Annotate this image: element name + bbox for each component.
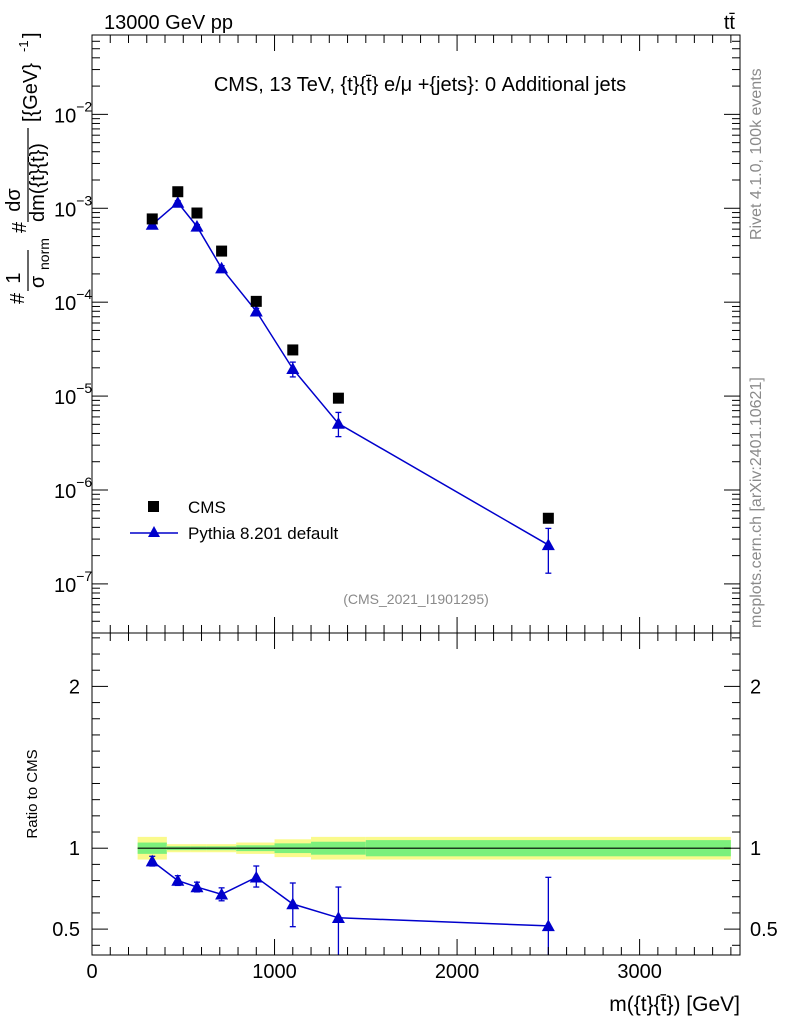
ylabel-dsigma: dσ: [3, 188, 25, 212]
ylabel-norm: norm: [36, 238, 52, 270]
uncertainty-band: [137, 836, 731, 860]
y-tick-exponent: −7: [76, 568, 92, 584]
x-tick-label: 2000: [435, 961, 480, 983]
rivet-label: Rivet 4.1.0, 100k events: [748, 68, 765, 240]
main-y-tick-label: 10−2: [54, 98, 92, 127]
mcplots-label: mcplots.cern.ch [arXiv:2401.10621]: [748, 377, 765, 628]
ylabel-hash1: #: [7, 292, 29, 304]
y-tick-exponent: −5: [76, 380, 92, 396]
main-series: [145, 186, 555, 574]
cms-point: [332, 392, 344, 404]
main-x-ticks: [91, 35, 732, 633]
y-tick-exponent: −6: [76, 474, 92, 490]
header-left: 13000 GeV pp: [104, 12, 233, 34]
main-y-tick-label: 10−3: [54, 192, 92, 221]
ratio-y-tick-labels-right: 0.5 1 2: [750, 676, 778, 941]
ylabel-dm: dm({t}{t̄}): [27, 143, 49, 222]
cms-point: [172, 186, 184, 198]
header-right: tt̄: [724, 12, 736, 34]
legend-marker-cms: [148, 501, 159, 512]
ratio-y-tick-label-right: 2: [750, 676, 761, 698]
pythia-point: [190, 219, 204, 232]
y-tick-base: 10: [54, 387, 76, 409]
legend-label-cms: CMS: [188, 498, 226, 517]
ylabel-sigma: σ: [27, 275, 49, 288]
ylabel-one: 1: [3, 272, 25, 283]
x-tick-label: 0: [86, 961, 97, 983]
pythia-point: [286, 362, 300, 375]
ratio-frame: [91, 632, 741, 956]
y-tick-exponent: −2: [76, 98, 92, 114]
ratio-point: [331, 911, 345, 923]
ylabel-unit: [{GeV}: [20, 63, 42, 122]
pythia-point: [541, 538, 555, 551]
ratio-point: [215, 887, 229, 900]
analysis-watermark: (CMS_2021_I1901295): [343, 591, 489, 607]
ratio-series: [145, 854, 555, 955]
ratio-point: [286, 897, 300, 910]
cms-point: [542, 512, 554, 524]
main-panel: 10−710−610−510−410−310−2 CMS, 13 TeV, {t…: [3, 32, 741, 634]
y-tick-base: 10: [54, 293, 76, 315]
ratio-y-tick-label: 0.5: [52, 919, 80, 941]
y-tick-exponent: −4: [76, 286, 92, 302]
ratio-y-tick-labels: 0.5 1 2: [52, 676, 80, 941]
ratio-ticks: [91, 633, 740, 955]
pythia-point: [249, 304, 263, 317]
chart-title: CMS, 13 TeV, {t}{t̄} e/μ +{jets}: 0 Addi…: [214, 74, 626, 96]
legend-marker-pythia: [148, 526, 160, 537]
pythia-line: [151, 201, 549, 546]
y-tick-base: 10: [54, 481, 76, 503]
ratio-point: [145, 854, 159, 867]
ratio-point: [171, 874, 185, 886]
x-axis-label: m({t}{t̄}) [GeV]: [609, 993, 740, 1016]
ratio-panel: 0.5 1 2 0.5 1 2 0 1000 2000 3000 Ratio to CMS m…: [24, 632, 778, 1016]
main-frame: [91, 34, 741, 634]
ratio-point: [249, 870, 263, 883]
y-tick-base: 10: [54, 105, 76, 127]
cms-point: [287, 344, 299, 356]
pythia-point: [215, 261, 229, 274]
ratio-point: [190, 880, 204, 893]
ylabel-exponent: -1: [16, 40, 31, 52]
cms-point: [216, 245, 228, 257]
main-y-tick-label: 10−6: [54, 474, 92, 503]
ylabel-close: ]: [20, 32, 42, 38]
ratio-y-tick-label: 1: [69, 838, 80, 860]
y-tick-base: 10: [54, 199, 76, 221]
ratio-y-tick-label-right: 1: [750, 838, 761, 860]
legend: CMS Pythia 8.201 default: [130, 498, 339, 543]
x-tick-label: 3000: [617, 961, 662, 983]
cms-point: [146, 213, 158, 225]
ratio-y-tick-label: 2: [69, 676, 80, 698]
ratio-y-axis-label: Ratio to CMS: [24, 749, 41, 838]
y-tick-exponent: −3: [76, 192, 92, 208]
main-y-tick-labels: 10−710−610−510−410−310−2: [54, 98, 92, 597]
pythia-point: [331, 417, 345, 429]
main-y-axis-label: # 1 σ norm # dσ dm({t}{t̄}) [{GeV} -1 ]: [3, 32, 52, 304]
legend-label-pythia: Pythia 8.201 default: [188, 524, 339, 543]
main-y-ticks: [92, 34, 740, 634]
y-tick-base: 10: [54, 575, 76, 597]
ylabel-hash2: #: [9, 221, 31, 233]
main-y-tick-label: 10−7: [54, 568, 92, 597]
main-y-tick-label: 10−4: [54, 286, 92, 315]
pythia-point: [171, 196, 185, 208]
x-tick-labels: 0 1000 2000 3000: [86, 961, 661, 983]
ratio-point: [541, 919, 555, 932]
ratio-y-tick-label-right: 0.5: [750, 919, 778, 941]
main-y-tick-label: 10−5: [54, 380, 92, 409]
x-tick-label: 1000: [252, 961, 297, 983]
cms-point: [250, 295, 262, 307]
cms-point: [191, 207, 203, 219]
ratio-line: [151, 860, 549, 927]
